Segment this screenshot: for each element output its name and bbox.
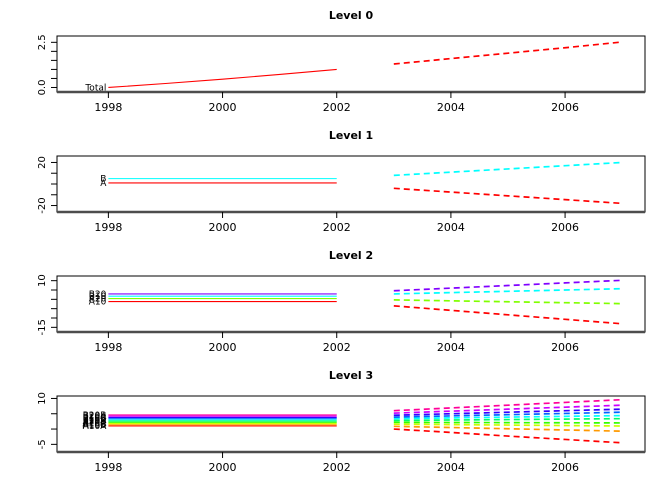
y-tick-label: -5 (37, 439, 48, 449)
panel-level-1: Level 1 -20 20 1998 2000 2002 2004 2006 A B (0, 120, 672, 240)
forecast-line-A20A (393, 421, 623, 424)
x-tick-label: 2006 (551, 101, 579, 114)
forecast-line-B10B (393, 411, 623, 418)
panel-title-level-2: Level 2 (328, 249, 374, 262)
x-tick-label: 2004 (437, 341, 465, 354)
x-tick-label: 2000 (209, 341, 237, 354)
plot-box (56, 155, 646, 213)
series-label-A20: A20 (89, 295, 107, 305)
forecast-line-A10C (393, 423, 623, 427)
x-tick-label: 2004 (437, 461, 465, 474)
x-tick-label: 2002 (323, 341, 351, 354)
x-tick-label: 2000 (209, 221, 237, 234)
x-tick-label: 2006 (551, 461, 579, 474)
x-tick-label: 2004 (437, 101, 465, 114)
forecast-line-A20B (393, 417, 623, 422)
series-label-B10: B10 (89, 292, 107, 302)
forecast-line-B20B (393, 398, 623, 412)
series-label-Total: Total (84, 83, 106, 93)
y-tick-label: -20 (37, 197, 48, 213)
x-tick-label: 2006 (551, 341, 579, 354)
panel-title-level-0: Level 0 (328, 9, 374, 22)
y-tick-label: 0.0 (37, 80, 48, 96)
series-label-B20A: B20A (83, 412, 108, 422)
x-tick-label: 2000 (209, 461, 237, 474)
series-label-A: A (100, 179, 107, 189)
level-0-plot: 0.0 2.5 1998 2000 2002 2004 2006 Total (37, 34, 646, 114)
forecast-line-B20 (393, 279, 623, 292)
x-tick-label: 2006 (551, 221, 579, 234)
panel-level-3: Level 3 -5 10 1998 2000 2002 2004 2006 A10A A10B… (0, 360, 672, 480)
history-line-Total (108, 68, 337, 89)
forecast-line-B10 (393, 287, 623, 295)
x-tick-label: 1998 (94, 461, 122, 474)
x-tick-label: 2002 (323, 221, 351, 234)
x-tick-label: 1998 (94, 341, 122, 354)
panel-title-level-3: Level 3 (328, 369, 374, 382)
plot-box (56, 275, 646, 333)
y-tick-label: 10 (37, 274, 48, 287)
y-tick-label: -15 (37, 319, 48, 335)
series-label-A10: A10 (89, 298, 107, 308)
series-label-B10A: B10A (83, 416, 108, 426)
forecast-line-B10A (393, 414, 623, 420)
forecast-line-A10A (393, 428, 623, 444)
series-label-B20: B20 (89, 290, 107, 300)
forecast-line-A20 (393, 299, 623, 305)
series-label-B10B: B10B (83, 415, 107, 425)
forecast-line-A10 (393, 305, 623, 325)
series-label-B: B (100, 175, 106, 185)
series-label-A10B: A10B (83, 421, 107, 431)
series-label-A10A: A10A (83, 422, 108, 432)
plot-box (56, 35, 646, 93)
y-tick-label: 10 (37, 392, 48, 405)
y-tick-label: 20 (37, 156, 48, 169)
x-tick-label: 2000 (209, 101, 237, 114)
series-label-A10C: A10C (82, 420, 106, 430)
x-tick-label: 2004 (437, 221, 465, 234)
series-label-A20B: A20B (83, 417, 107, 427)
series-label-B10C: B10C (82, 413, 106, 423)
level-3-plot: -5 10 1998 2000 2002 2004 2006 A10AA10BA10CA20A… (37, 392, 646, 474)
forecast-line-Total (393, 41, 623, 65)
panel-title-level-1: Level 1 (328, 129, 374, 142)
panel-level-2: Level 2 -15 10 1998 2000 2002 2004 2006 A10 A20 B… (0, 240, 672, 360)
x-tick-label: 1998 (94, 221, 122, 234)
forecast-line-A10B (393, 425, 623, 433)
forecast-line-A (393, 187, 623, 205)
forecast-line-B (393, 161, 623, 177)
series-label-A20A: A20A (83, 418, 108, 428)
x-tick-label: 1998 (94, 101, 122, 114)
forecast-line-B20A (393, 404, 623, 414)
x-tick-label: 2002 (323, 101, 351, 114)
x-tick-label: 2002 (323, 461, 351, 474)
y-tick-label: 2.5 (37, 34, 48, 50)
level-1-plot: -20 20 1998 2000 2002 2004 2006 AB (37, 155, 646, 234)
forecast-line-B10C (393, 408, 623, 417)
series-label-B20B: B20B (83, 411, 107, 421)
panel-level-0: Level 0 0.0 2.5 1998 2000 2002 2004 2006 Total (0, 0, 672, 120)
